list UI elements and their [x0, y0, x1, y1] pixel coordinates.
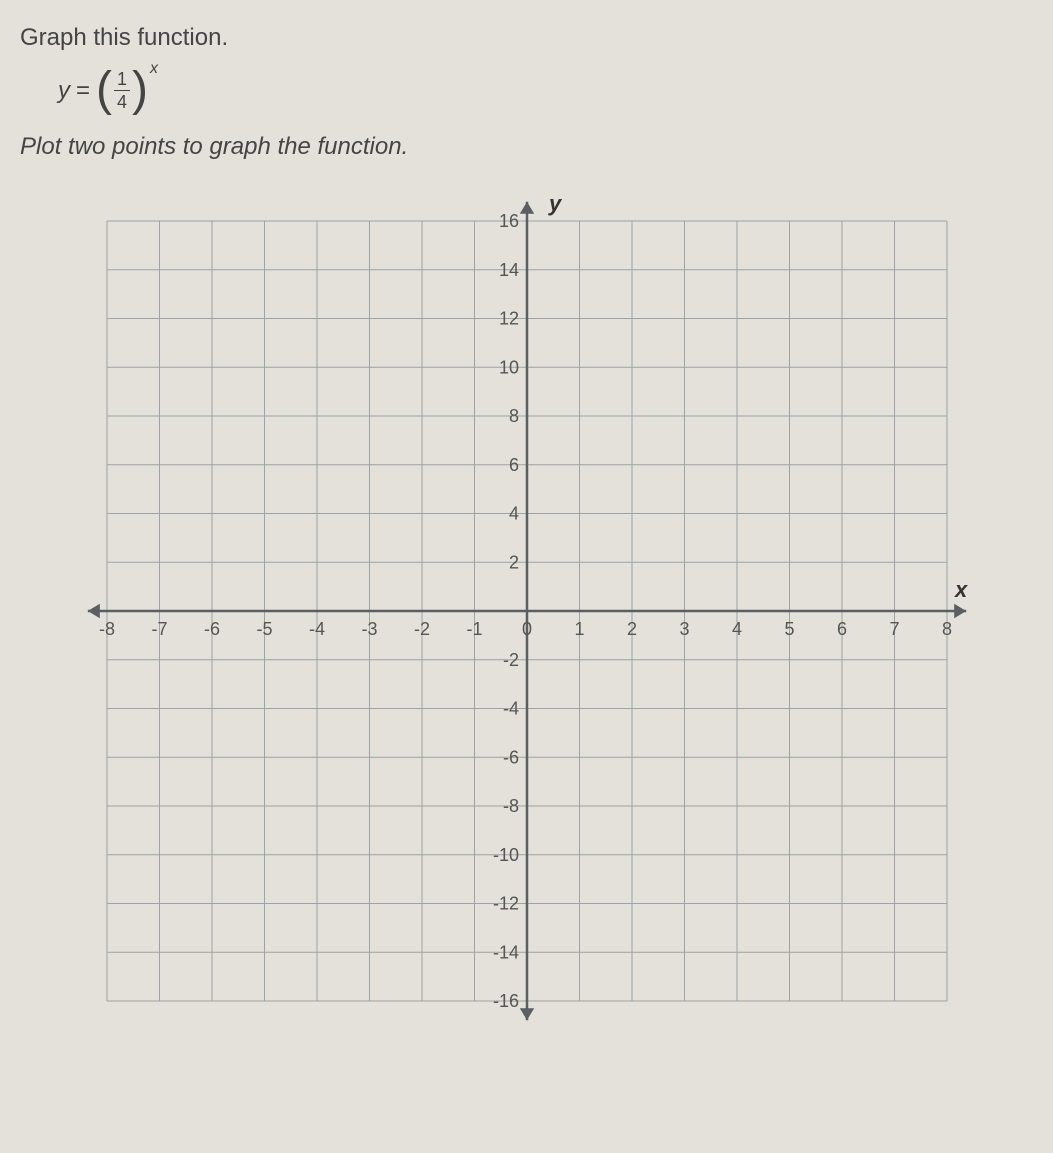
- svg-text:3: 3: [679, 619, 689, 639]
- svg-text:y: y: [548, 191, 563, 216]
- svg-text:2: 2: [508, 552, 518, 572]
- svg-text:-8: -8: [98, 619, 114, 639]
- svg-text:14: 14: [498, 260, 518, 280]
- svg-text:-6: -6: [502, 747, 518, 767]
- equation-lhs: y: [58, 77, 70, 105]
- svg-text:1: 1: [574, 619, 584, 639]
- svg-text:12: 12: [498, 309, 518, 329]
- svg-text:8: 8: [941, 619, 951, 639]
- svg-text:6: 6: [508, 455, 518, 475]
- svg-text:-1: -1: [466, 619, 482, 639]
- math-problem: Graph this function. y = ( 1 4 ) x Plot …: [20, 24, 1033, 1041]
- svg-text:-16: -16: [492, 991, 518, 1011]
- svg-text:5: 5: [784, 619, 794, 639]
- equation-exponent: x: [150, 60, 158, 78]
- problem-title: Graph this function.: [20, 24, 1033, 52]
- instruction-text: Plot two points to graph the function.: [20, 133, 1033, 161]
- fraction: 1 4: [114, 70, 130, 111]
- svg-text:-8: -8: [502, 796, 518, 816]
- fraction-numerator: 1: [114, 70, 130, 91]
- svg-text:-2: -2: [413, 619, 429, 639]
- coordinate-grid[interactable]: -8-7-6-5-4-3-2-1012345678161412108642-2-…: [67, 181, 987, 1041]
- svg-text:-6: -6: [203, 619, 219, 639]
- svg-text:-12: -12: [492, 894, 518, 914]
- svg-text:16: 16: [498, 211, 518, 231]
- svg-text:-7: -7: [151, 619, 167, 639]
- paren-right: ): [132, 71, 148, 109]
- equation: y = ( 1 4 ) x: [58, 70, 1033, 111]
- svg-text:2: 2: [626, 619, 636, 639]
- svg-text:-14: -14: [492, 942, 518, 962]
- svg-text:-10: -10: [492, 845, 518, 865]
- svg-text:0: 0: [521, 619, 531, 639]
- svg-text:-5: -5: [256, 619, 272, 639]
- paren-left: (: [96, 71, 112, 109]
- svg-text:-4: -4: [308, 619, 324, 639]
- chart-container: -8-7-6-5-4-3-2-1012345678161412108642-2-…: [20, 181, 1033, 1041]
- svg-text:4: 4: [508, 504, 518, 524]
- svg-text:-4: -4: [502, 699, 518, 719]
- fraction-denominator: 4: [117, 91, 127, 111]
- svg-text:8: 8: [508, 406, 518, 426]
- svg-text:x: x: [954, 577, 968, 602]
- svg-text:-2: -2: [502, 650, 518, 670]
- svg-text:10: 10: [498, 357, 518, 377]
- svg-text:-3: -3: [361, 619, 377, 639]
- svg-text:6: 6: [836, 619, 846, 639]
- svg-text:7: 7: [889, 619, 899, 639]
- equation-equals: =: [76, 77, 90, 105]
- svg-text:4: 4: [731, 619, 741, 639]
